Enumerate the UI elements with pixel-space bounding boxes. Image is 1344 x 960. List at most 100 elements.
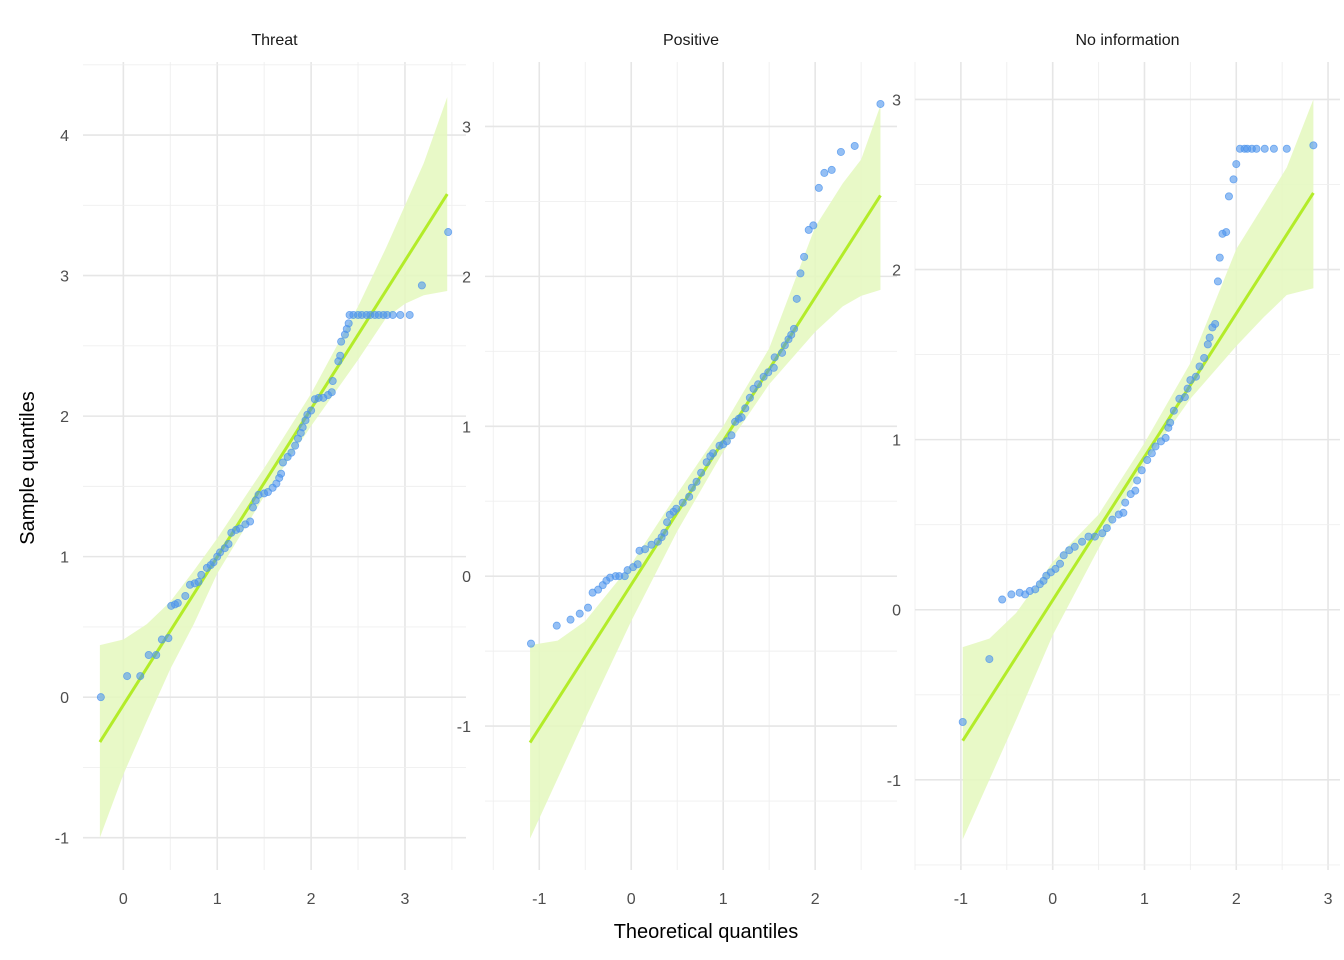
data-point [136,672,145,681]
data-point [246,517,255,526]
data-point [1166,418,1175,427]
data-point [235,524,244,533]
y-tick-label: 3 [892,92,901,109]
data-point [209,558,218,567]
facet-title: No information [1075,32,1179,49]
x-tick-label: 2 [307,891,316,908]
y-tick-label: 1 [60,550,69,567]
data-point [1222,228,1231,237]
data-point [678,498,687,507]
y-tick-label: -1 [457,719,471,736]
data-point [1070,542,1079,551]
data-point [248,503,257,512]
y-tick-label: 0 [462,569,471,586]
data-point [876,99,885,108]
confidence-band [530,105,881,839]
data-point [1169,406,1178,415]
data-point [417,281,426,290]
data-point [181,591,190,600]
reference-line [528,194,882,744]
y-tick-label: -1 [55,831,69,848]
data-point [647,540,656,549]
facet-panel-0: Threat 0 1 2 3 -1 0 1 2 3 4 [55,32,466,908]
reference-line [98,193,449,743]
data-point [157,635,166,644]
data-point [998,595,1007,604]
data-point [1119,508,1128,517]
data-point [287,448,296,457]
y-tick-label: 4 [60,128,69,145]
data-point [1133,476,1142,485]
data-point [1260,144,1269,153]
facet-title: Positive [663,32,719,49]
x-tick-label: 3 [1324,891,1333,908]
data-point [1309,141,1318,150]
data-point [344,319,353,328]
x-tick-label: -1 [532,891,546,908]
data-point [152,651,161,660]
y-axis-title: Sample quantiles [17,391,39,544]
data-point [769,363,778,372]
x-tick-label: 1 [719,891,728,908]
x-tick-label: 2 [1232,891,1241,908]
gridlines [914,62,1340,870]
data-point [1151,442,1160,451]
data-point [298,423,307,432]
data-point [660,528,669,537]
data-point [291,441,300,450]
data-point [526,639,535,648]
data-point [702,458,711,467]
y-tick-label: 1 [892,433,901,450]
x-tick-label: 0 [627,891,636,908]
data-point [1252,144,1261,153]
data-point [796,269,805,278]
data-point [697,468,706,477]
data-point [685,492,694,501]
x-tick-label: 3 [401,891,410,908]
data-point [814,183,823,192]
data-point [780,341,789,350]
y-tick-label: 0 [60,690,69,707]
facet-panel-1: Positive -1 0 1 2 -1 0 1 2 3 [457,32,897,908]
data-point [1090,532,1099,541]
data-point [1205,333,1214,342]
y-tick-label: 3 [462,119,471,136]
data-point [1121,498,1130,507]
data-point [123,672,132,681]
data-point [1007,590,1016,599]
data-point [1108,515,1117,524]
x-tick-label: 0 [119,891,128,908]
y-tick-label: 3 [60,269,69,286]
facet-title: Threat [251,32,298,49]
data-point [958,718,967,727]
data-point [337,337,346,346]
data-point [1224,192,1233,201]
data-point [754,380,763,389]
data-point [709,449,718,458]
data-point [727,431,736,440]
data-point [764,368,773,377]
y-tick-label: 2 [462,269,471,286]
data-point [224,539,233,548]
data-point [770,353,779,362]
data-point [1183,384,1192,393]
data-point [1131,486,1140,495]
data-point [1282,144,1291,153]
data-point [836,147,845,156]
data-points [96,228,453,702]
y-tick-label: 2 [60,409,69,426]
data-point [1215,253,1224,262]
data-point [722,437,731,446]
data-point [277,469,286,478]
data-point [1229,175,1238,184]
data-point [405,310,414,319]
data-point [194,577,203,586]
data-point [663,518,672,527]
data-point [1051,564,1060,573]
data-point [1102,524,1111,533]
data-point [1180,393,1189,402]
data-point [144,651,153,660]
data-point [800,252,809,261]
data-point [1269,144,1278,153]
